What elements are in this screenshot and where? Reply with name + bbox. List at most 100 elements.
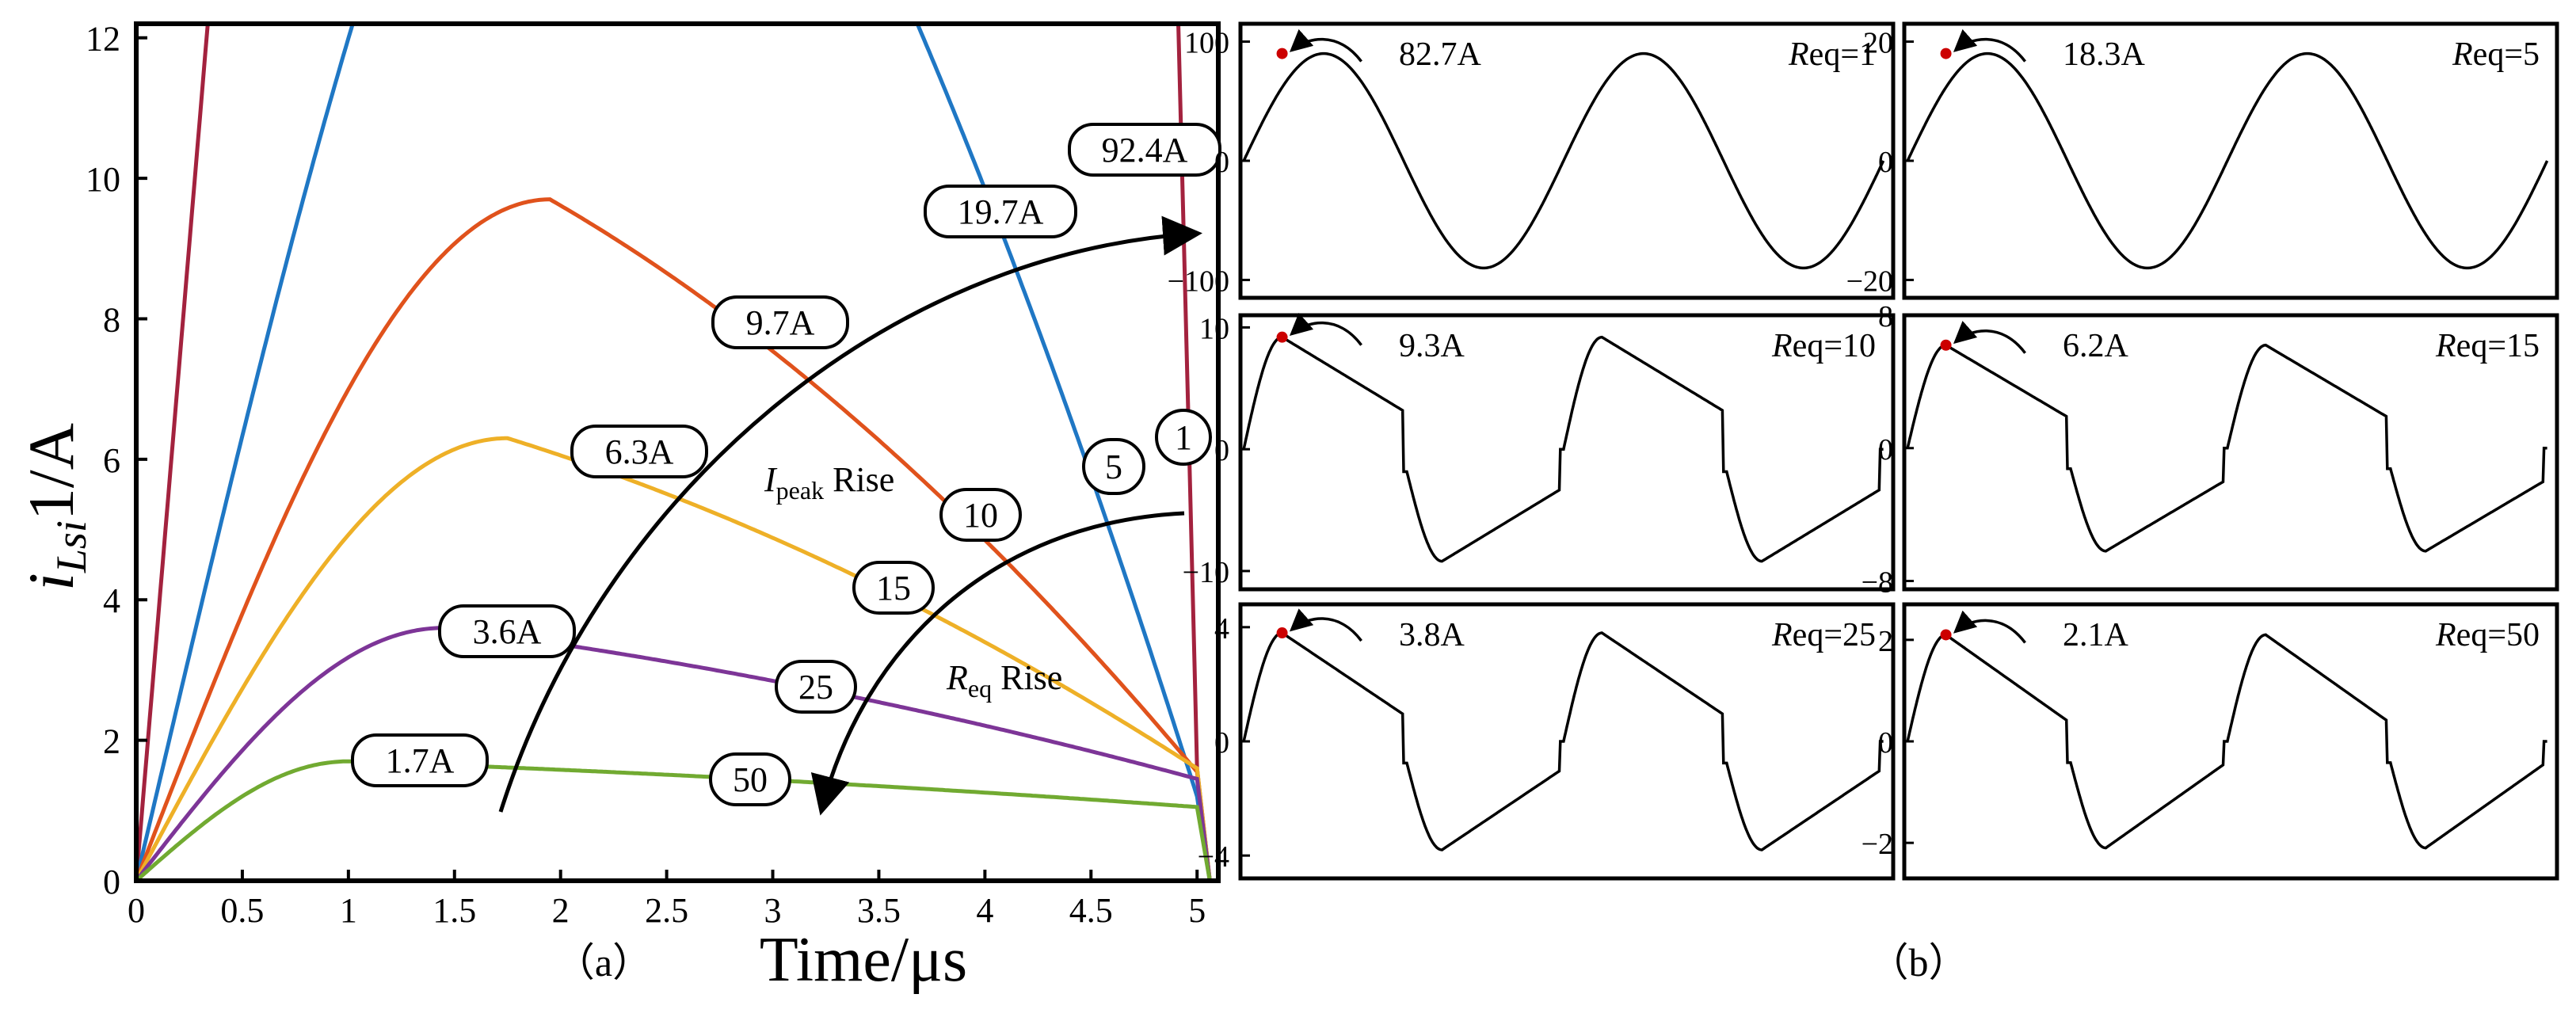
panel-a-caption: （a） (555, 940, 652, 985)
subplot-y-tick-label: 8 (1878, 300, 1893, 333)
subplot-y-tick-label: 0 (1214, 146, 1229, 179)
subplot-y-tick-label: 100 (1184, 27, 1229, 60)
x-tick-label: 2.5 (645, 891, 688, 930)
panel-b-caption: （b） (1869, 940, 1968, 985)
waveform-line (1242, 335, 1884, 563)
subplot-y-tick-label: −2 (1862, 828, 1893, 861)
peak-marker (1940, 629, 1952, 641)
req-label-1: 1 (1155, 409, 1212, 466)
svg-text:15: 15 (876, 569, 911, 608)
req-label-10: 10 (939, 488, 1022, 542)
x-tick-label: 5 (1188, 891, 1206, 930)
series-line-req-5 (136, 24, 1212, 881)
svg-text:5: 5 (1105, 448, 1122, 486)
subplot-y-tick-label: 2 (1878, 625, 1893, 658)
x-tick-label: 3 (764, 891, 782, 930)
panel-a-xlabel: Time/μs (760, 925, 967, 995)
y-tick-label: 0 (103, 863, 120, 901)
peak-arrow (1289, 312, 1362, 346)
peak-marker (1940, 48, 1952, 59)
subplot-req-10: 10 0 −10 9.3A Req=10 (1183, 312, 1896, 592)
peak-label-3-6: 3.6A (438, 604, 576, 658)
subplot-y-tick-label: 0 (1878, 146, 1893, 179)
svg-text:25: 25 (798, 668, 833, 707)
waveform-line (1906, 343, 2547, 553)
y-tick-label: 12 (86, 20, 120, 59)
subplot-y-tick-label: −20 (1846, 265, 1893, 298)
subplot-y-tick-label: 4 (1214, 612, 1229, 646)
subplot-req-label: Req=25 (1771, 617, 1876, 653)
subplot-req-50: 2 0 −2 2.1A Req=50 (1862, 602, 2559, 881)
y-tick-label: 8 (103, 300, 120, 339)
x-tick-label: 0 (128, 891, 145, 930)
subplot-req-label: Req=15 (2435, 328, 2540, 364)
subplot-peak-label: 3.8A (1399, 617, 1465, 653)
panel-a-curves (136, 24, 1212, 881)
svg-text:1.7A: 1.7A (386, 741, 455, 780)
x-tick-label: 4 (976, 891, 993, 930)
svg-text:9.7A: 9.7A (746, 303, 815, 342)
series-line-req-25 (136, 626, 1212, 881)
svg-text:19.7A: 19.7A (958, 192, 1044, 231)
subplot-y-tick-label: −8 (1862, 566, 1893, 600)
y-tick-label: 4 (103, 581, 120, 620)
subplot-req-5: 20 0 −20 18.3A Req=5 (1846, 21, 2559, 300)
subplot-peak-label: 9.3A (1399, 328, 1465, 364)
svg-text:50: 50 (733, 760, 768, 799)
subplot-req-15: 8 0 −8 6.2A Req=15 (1862, 300, 2559, 600)
waveform-line (1906, 633, 2547, 850)
svg-text:6.3A: 6.3A (605, 432, 674, 471)
x-tick-label: 1.5 (433, 891, 476, 930)
peak-label-9-7: 9.7A (711, 295, 849, 349)
subplot-y-tick-label: −100 (1168, 265, 1229, 298)
peak-marker (1276, 627, 1288, 639)
panel-a-x-ticks: 0 0.5 1 1.5 2 2.5 3 3.5 4 4.5 5 (128, 870, 1206, 930)
waveform-line (1242, 51, 1885, 270)
waveform-line (1242, 631, 1884, 851)
peak-arrow (1289, 29, 1362, 63)
peak-label-6-3: 6.3A (570, 425, 708, 478)
subplot-peak-label: 18.3A (2063, 36, 2146, 73)
peak-arrow (1953, 610, 2026, 644)
waveform-line (1906, 51, 2549, 270)
req-rise-label: Req Rise (946, 658, 1062, 703)
x-tick-label: 4.5 (1069, 891, 1113, 930)
subplot-frame (1238, 313, 1896, 592)
series-line-req-50 (136, 759, 1212, 881)
x-tick-label: 0.5 (220, 891, 264, 930)
panel-a-ylabel: iLsi1/A (15, 423, 95, 591)
subplot-y-tick-label: 0 (1878, 433, 1893, 467)
req-arrow (810, 511, 1185, 816)
subplot-peak-label: 6.2A (2063, 328, 2129, 364)
peak-arrow (1289, 608, 1362, 642)
svg-text:92.4A: 92.4A (1102, 131, 1188, 170)
subplot-req-label: Req=1 (1788, 36, 1876, 73)
svg-text:3.6A: 3.6A (473, 612, 542, 651)
peak-label-19-7: 19.7A (924, 185, 1077, 238)
subplot-peak-label: 82.7A (1399, 36, 1482, 73)
ipeak-arrow (498, 215, 1202, 813)
subplot-frame (1902, 313, 2559, 592)
subplot-y-tick-label: 0 (1214, 434, 1229, 467)
peak-label-92-4: 92.4A (1068, 123, 1221, 177)
peak-marker (1940, 339, 1952, 351)
subplot-y-tick-label: −10 (1183, 556, 1229, 589)
y-tick-label: 6 (103, 441, 120, 480)
subplot-req-label: Req=10 (1771, 328, 1876, 364)
subplot-req-label: Req=50 (2435, 617, 2540, 653)
req-label-25: 25 (775, 660, 857, 714)
subplot-req-1: 100 0 −100 82.7A Req=1 (1168, 21, 1896, 300)
subplot-y-tick-label: 20 (1863, 27, 1893, 60)
peak-arrow (1953, 321, 2026, 354)
subplot-y-tick-label: 0 (1214, 726, 1229, 760)
peak-label-1-7: 1.7A (351, 733, 489, 787)
subplot-y-tick-label: −4 (1198, 840, 1229, 874)
subplot-y-tick-label: 10 (1199, 312, 1229, 345)
subplot-req-label: Req=5 (2452, 36, 2540, 73)
req-label-15: 15 (852, 561, 935, 615)
ipeak-rise-label: Ipeak Rise (764, 460, 894, 505)
subplot-peak-label: 2.1A (2063, 617, 2129, 653)
